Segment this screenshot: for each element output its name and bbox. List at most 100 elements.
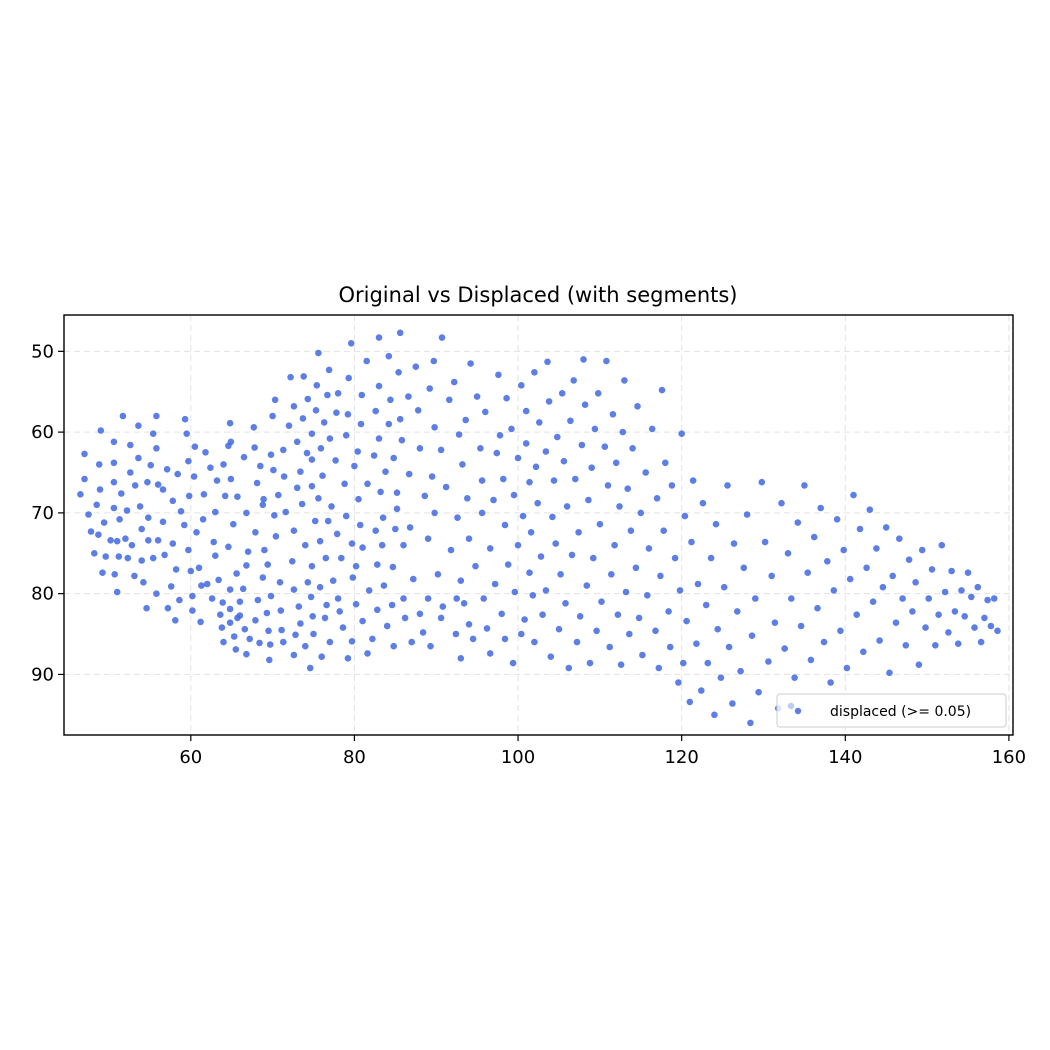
data-point <box>113 588 121 596</box>
data-point <box>295 603 303 610</box>
data-point <box>405 393 412 400</box>
data-point <box>542 587 550 594</box>
data-point <box>755 688 762 696</box>
data-point <box>576 613 584 620</box>
data-point <box>302 541 309 549</box>
data-point <box>531 638 538 646</box>
data-point <box>882 524 890 531</box>
data-point <box>398 436 406 444</box>
data-point <box>110 504 118 512</box>
data-point <box>611 541 618 549</box>
data-point <box>259 574 267 581</box>
data-point <box>244 548 252 555</box>
data-point <box>387 396 394 404</box>
data-point <box>325 366 333 374</box>
data-point <box>127 469 134 476</box>
data-point <box>720 583 728 591</box>
data-point <box>614 611 622 618</box>
data-point <box>549 513 556 521</box>
data-point <box>320 419 328 426</box>
data-point <box>348 638 356 645</box>
data-point <box>655 664 663 672</box>
data-point <box>860 648 867 656</box>
data-point <box>644 592 651 599</box>
data-point <box>392 525 399 533</box>
data-point <box>648 425 656 433</box>
data-point <box>437 614 445 622</box>
data-point <box>225 543 232 551</box>
data-point <box>317 445 325 452</box>
data-point <box>241 625 249 633</box>
data-point <box>925 595 932 602</box>
data-point <box>252 529 259 536</box>
data-point <box>593 627 600 635</box>
data-point <box>617 661 625 668</box>
data-point <box>981 614 988 622</box>
data-point <box>527 529 535 536</box>
data-point <box>344 655 352 662</box>
data-point <box>328 503 335 510</box>
data-point <box>850 491 857 499</box>
data-point <box>307 593 315 601</box>
data-point <box>958 587 965 594</box>
x-tick-label: 160 <box>992 747 1026 768</box>
data-point <box>791 674 798 681</box>
data-point <box>315 349 322 357</box>
data-point <box>747 719 754 727</box>
data-point <box>96 486 104 493</box>
data-point <box>354 448 362 455</box>
data-point <box>580 356 587 363</box>
data-point <box>482 408 489 416</box>
data-point <box>542 448 550 455</box>
data-point <box>176 596 183 604</box>
data-point <box>329 577 337 584</box>
data-point <box>491 580 499 588</box>
data-point <box>91 550 98 557</box>
data-point <box>824 558 831 565</box>
data-point <box>213 477 221 484</box>
data-point <box>454 514 461 521</box>
data-point <box>383 622 391 630</box>
data-point <box>442 483 450 491</box>
data-point <box>657 572 664 580</box>
data-point <box>725 643 733 651</box>
data-point <box>412 363 420 371</box>
data-point <box>635 614 643 622</box>
data-point <box>740 564 748 572</box>
data-point <box>172 617 179 624</box>
data-point <box>419 629 427 636</box>
data-point <box>382 468 389 476</box>
data-point <box>781 645 788 652</box>
data-point <box>902 642 910 649</box>
data-point <box>570 377 577 384</box>
data-point <box>833 516 841 523</box>
data-point <box>308 482 316 490</box>
data-point <box>275 491 282 499</box>
data-points <box>77 329 1001 727</box>
data-point <box>326 638 334 646</box>
data-point <box>385 352 393 360</box>
data-point <box>124 554 132 562</box>
data-point <box>144 478 151 486</box>
data-point <box>395 369 402 376</box>
data-point <box>964 569 972 576</box>
data-point <box>177 508 185 515</box>
data-point <box>668 482 676 489</box>
data-point <box>547 653 555 660</box>
data-point <box>306 664 314 672</box>
data-point <box>239 585 247 593</box>
data-point <box>111 571 118 578</box>
data-point <box>270 466 277 474</box>
data-point <box>303 449 311 457</box>
data-point <box>518 630 525 638</box>
data-point <box>704 659 712 667</box>
data-point <box>416 445 424 452</box>
data-point <box>426 385 434 392</box>
data-point <box>243 562 250 569</box>
data-point <box>604 482 612 489</box>
data-point <box>220 638 227 646</box>
data-point <box>159 518 167 526</box>
data-point <box>954 640 962 647</box>
data-point <box>424 535 432 542</box>
data-point <box>217 611 224 618</box>
